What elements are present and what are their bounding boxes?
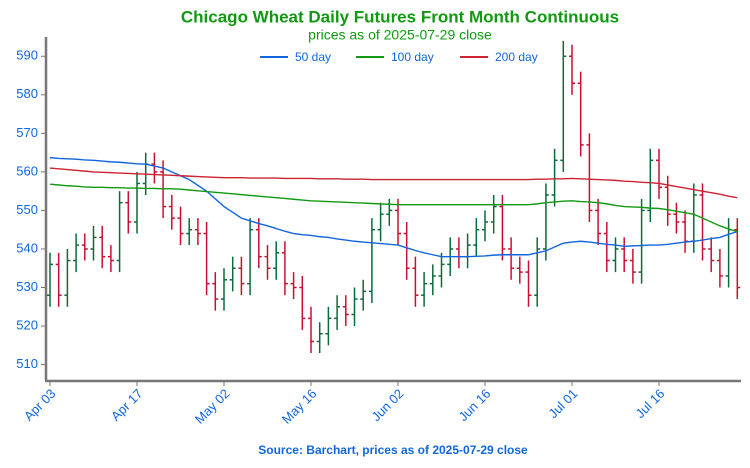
x-tick-label: Jul 16	[632, 386, 667, 421]
y-tick-label: 520	[16, 317, 38, 332]
y-tick-label: 540	[16, 240, 38, 255]
y-tick-label: 590	[16, 48, 38, 63]
chart-title: Chicago Wheat Daily Futures Front Month …	[181, 7, 619, 26]
x-tick-label: May 02	[192, 386, 233, 427]
x-tick-label: Jun 02	[368, 386, 406, 424]
moving-average-line	[49, 183, 738, 233]
y-tick-label: 530	[16, 279, 38, 294]
legend-label: 50 day	[295, 50, 331, 64]
legend-label: 100 day	[391, 50, 434, 64]
moving-average-line	[49, 167, 738, 199]
y-tick-label: 550	[16, 202, 38, 217]
x-tick-label: Apr 03	[21, 386, 59, 424]
x-tick-label: Jun 16	[455, 386, 493, 424]
chart-subtitle: prices as of 2025-07-29 close	[308, 27, 492, 43]
y-tick-label: 510	[16, 356, 38, 371]
x-tick-label: May 16	[279, 386, 320, 427]
y-tick-label: 560	[16, 163, 38, 178]
y-tick-label: 570	[16, 125, 38, 140]
x-tick-label: Jul 01	[545, 386, 580, 421]
moving-average-line	[49, 156, 738, 258]
x-tick-label: Apr 17	[108, 386, 146, 424]
y-tick-label: 580	[16, 86, 38, 101]
source-note: Source: Barchart, prices as of 2025-07-2…	[258, 443, 528, 457]
legend-label: 200 day	[495, 50, 538, 64]
